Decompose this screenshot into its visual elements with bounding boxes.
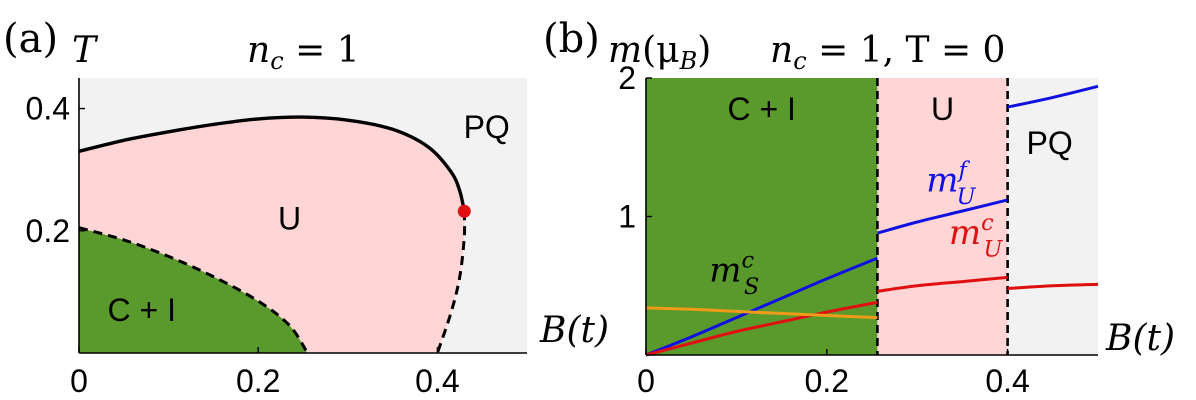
panel-b-region-labels: C + I U PQ xyxy=(727,91,1072,161)
panel-a-x-axis-label: B(t) xyxy=(539,310,609,351)
panel-a-region-labels: PQ U C + I xyxy=(107,109,509,328)
region-label-pq: PQ xyxy=(464,109,510,145)
panel-b-x-axis-label: B(t) xyxy=(1105,318,1175,359)
series-m-u-f-segment xyxy=(877,198,1008,235)
boundary-u-pq-transition-dashed xyxy=(435,211,467,354)
series-m-u-c-segment xyxy=(877,275,1008,293)
panel-a-label: (a) xyxy=(3,16,58,62)
magnetization-series xyxy=(645,84,1099,357)
panel-b-regions xyxy=(646,78,1098,355)
panel-a-phase-diagram: 0 0.2 0.4 0.2 0.4 PQ U C + I (a) T nc = 1 B(t) xyxy=(3,16,609,399)
region-label-u: U xyxy=(931,91,954,127)
x-tick-label: 0 xyxy=(637,363,655,399)
panel-b-magnetization: 0 0.2 0.4 1 2 C + I U PQ mf Umc U mc S (b) m(μB) n… xyxy=(543,16,1175,399)
boundary-c-i-u-transition-dashed xyxy=(78,226,309,354)
series-m-u-f-segment xyxy=(645,256,878,357)
panel-a-ticks: 0 0.2 0.4 0.2 0.4 xyxy=(26,91,460,399)
y-tick-label: 1 xyxy=(618,199,636,235)
x-tick-label: 0.4 xyxy=(415,363,459,399)
y-tick-label: 0.2 xyxy=(26,213,70,249)
region-pq xyxy=(1007,78,1098,355)
panel-b-series-labels: mf Umc U mc S xyxy=(709,157,1003,300)
series-m-s-c-segment xyxy=(645,306,878,320)
series-m-u-f-segment xyxy=(1007,84,1099,109)
region-label-c-i: C + I xyxy=(107,292,175,328)
x-tick-label: 0.2 xyxy=(236,363,280,399)
series-label-m-u-f: mf U xyxy=(926,157,976,210)
series-m-u-c-segment xyxy=(645,300,878,357)
x-tick-label: 0.4 xyxy=(985,363,1029,399)
y-tick-label: 0.4 xyxy=(26,91,70,127)
x-tick-label: 0 xyxy=(70,363,88,399)
transition-lines xyxy=(876,78,1009,355)
panel-a-title: nc = 1 xyxy=(247,30,360,75)
boundary-u-pq-transition-solid xyxy=(78,115,466,212)
series-m-u-c-segment xyxy=(1007,282,1099,290)
region-label-u: U xyxy=(278,201,301,237)
critical-point xyxy=(457,204,471,218)
region-C-plus-I xyxy=(79,227,308,353)
x-tick-label: 0.2 xyxy=(805,363,849,399)
panel-b-label: (b) xyxy=(543,16,600,62)
panel-b-title: nc = 1, T = 0 xyxy=(770,30,1005,75)
panel-b-y-axis-label: m(μB) xyxy=(608,30,711,75)
phase-boundaries xyxy=(78,115,467,354)
region-label-c-i: C + I xyxy=(727,91,795,127)
panel-a-y-axis-label: T xyxy=(72,30,99,71)
panel-b-ticks: 0 0.2 0.4 1 2 xyxy=(618,60,1030,399)
series-label-m-s-c: mc S xyxy=(709,247,759,300)
series-label-m-u-c: mc U xyxy=(949,210,1004,263)
y-tick-label: 2 xyxy=(618,60,636,96)
region-label-pq: PQ xyxy=(1026,125,1072,161)
